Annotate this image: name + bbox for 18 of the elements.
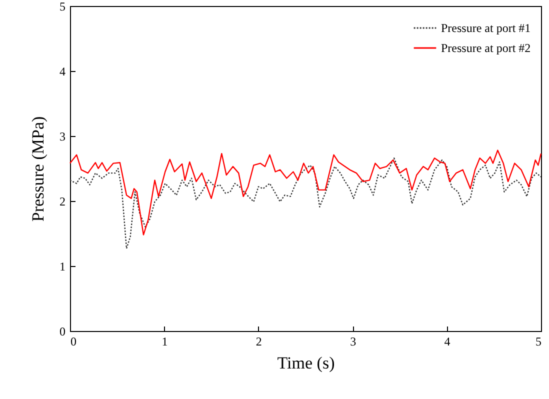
x-tick-label: 1 bbox=[162, 334, 168, 348]
x-tick-label: 2 bbox=[256, 334, 262, 348]
y-tick-label: 5 bbox=[60, 0, 66, 14]
line-series bbox=[69, 150, 542, 236]
y-axis-title: Pressure (MPa) bbox=[28, 116, 48, 222]
x-tick-label: 4 bbox=[444, 334, 450, 348]
x-tick-label: 3 bbox=[350, 334, 356, 348]
legend-label: Pressure at port #1 bbox=[441, 21, 531, 35]
legend-label: Pressure at port #2 bbox=[441, 41, 531, 55]
x-tick-label: 5 bbox=[536, 334, 542, 348]
y-tick-label: 2 bbox=[60, 194, 66, 208]
y-tick-label: 1 bbox=[60, 260, 66, 274]
x-axis-title: Time (s) bbox=[277, 354, 335, 372]
y-tick-label: 3 bbox=[60, 130, 66, 144]
y-tick-label: 0 bbox=[60, 324, 66, 338]
line-series bbox=[69, 158, 542, 250]
y-tick-label: 4 bbox=[60, 64, 66, 78]
x-tick-label: 0 bbox=[70, 334, 76, 348]
